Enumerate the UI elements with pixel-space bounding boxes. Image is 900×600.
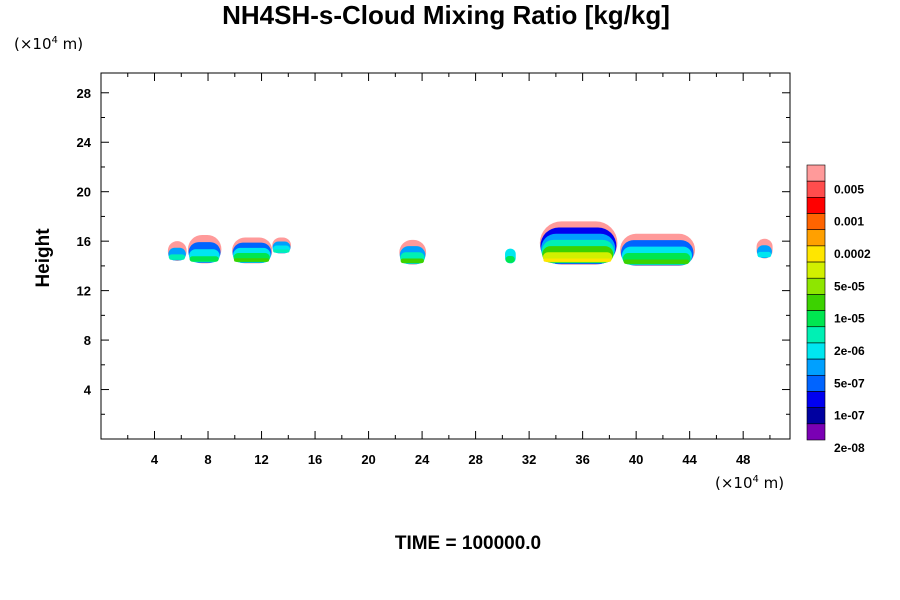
colorbar-cell [806, 294, 826, 311]
cloud-contour [757, 251, 772, 258]
colorbar-cell [806, 374, 826, 392]
colorbar-cell [806, 229, 826, 247]
colorbar-cell [806, 197, 826, 214]
colorbar-label: 5e-07 [834, 376, 865, 390]
x-tick-label: 44 [682, 452, 697, 467]
colorbar-label: 2e-08 [834, 441, 865, 455]
x-tick-label: 40 [629, 452, 643, 467]
cloud-contour [400, 258, 424, 264]
x-tick-label: 24 [415, 452, 430, 467]
colorbar-cell [806, 407, 826, 425]
x-tick-label: 16 [308, 452, 322, 467]
x-tick-label: 8 [204, 452, 211, 467]
colorbar-label: 5e-05 [834, 279, 865, 293]
y-tick-label: 12 [77, 284, 91, 299]
colorbar-cell [806, 245, 826, 263]
y-tick-label: 24 [77, 135, 92, 150]
y-axis-label: Height [33, 228, 54, 288]
cloud-patch [539, 221, 618, 265]
x-axis-units-suffix: m) [759, 474, 784, 492]
cloud-contour [168, 254, 186, 260]
cloud-patch [187, 234, 222, 264]
cloud-contour [273, 249, 290, 253]
y-tick-label: 16 [77, 234, 91, 249]
y-axis-units: (×104 m) [14, 35, 83, 53]
cloud-contour [543, 258, 612, 262]
x-axis-units-exponent: 4 [753, 474, 759, 485]
cloud-patch [620, 233, 696, 266]
cloud-contour [505, 256, 515, 263]
colorbar-cell [806, 164, 826, 182]
colorbar-cell [806, 310, 826, 328]
x-tick-label: 28 [468, 452, 482, 467]
y-axis-units-suffix: m) [58, 35, 83, 53]
y-tick-label: 28 [77, 86, 91, 101]
y-axis-units-prefix: (×10 [14, 35, 52, 53]
y-tick-label: 4 [84, 383, 92, 398]
cloud-contour [234, 258, 270, 262]
colorbar-cell [806, 326, 826, 344]
colorbar-cell [806, 213, 826, 231]
colorbar-cell [806, 180, 826, 198]
y-axis-ticks: 4 8 12 16 20 24 28 [77, 86, 790, 415]
cloud-patch [232, 237, 273, 264]
x-tick-label: 48 [736, 452, 750, 467]
cloud-patch [756, 238, 773, 259]
chart-title: NH4SH-s-Cloud Mixing Ratio [kg/kg] [222, 0, 670, 30]
colorbar-label: 1e-05 [834, 312, 865, 326]
plot-area [167, 221, 773, 266]
y-axis-units-exponent: 4 [52, 35, 58, 46]
x-axis-units: (×104 m) [715, 474, 784, 492]
cloud-patch [272, 237, 291, 254]
colorbar-cell [806, 277, 826, 295]
colorbar-cell [806, 391, 826, 408]
colorbar-cell [806, 423, 826, 441]
colorbar-label: 0.005 [834, 182, 864, 196]
cloud-patch [399, 239, 427, 265]
cloud-patch [505, 248, 516, 264]
colorbar-label: 1e-07 [834, 409, 865, 423]
colorbar-label: 0.0002 [834, 247, 871, 261]
x-axis-units-prefix: (×10 [715, 474, 753, 492]
x-tick-label: 4 [151, 452, 159, 467]
cloud-patch [167, 241, 187, 261]
y-tick-label: 20 [77, 185, 91, 200]
colorbar-cell [806, 358, 826, 376]
x-tick-label: 12 [254, 452, 268, 467]
x-axis-ticks: 4 8 12 16 20 24 28 32 36 40 44 48 [127, 73, 771, 467]
x-tick-label: 20 [361, 452, 375, 467]
colorbar-cell [806, 342, 826, 360]
cloud-contour [623, 259, 690, 264]
colorbar-label: 2e-06 [834, 344, 865, 358]
colorbar-labels: 0.005 0.001 0.0002 5e-05 1e-05 2e-06 5e-07 1e-0… [834, 182, 871, 455]
x-tick-label: 32 [522, 452, 536, 467]
time-label: TIME = 100000.0 [395, 533, 541, 554]
x-tick-label: 36 [575, 452, 589, 467]
colorbar [806, 164, 826, 441]
colorbar-label: 0.001 [834, 215, 864, 229]
plot-frame [100, 72, 791, 440]
y-tick-label: 8 [84, 333, 91, 348]
cloud-contour [189, 256, 219, 262]
colorbar-cell [806, 261, 826, 279]
